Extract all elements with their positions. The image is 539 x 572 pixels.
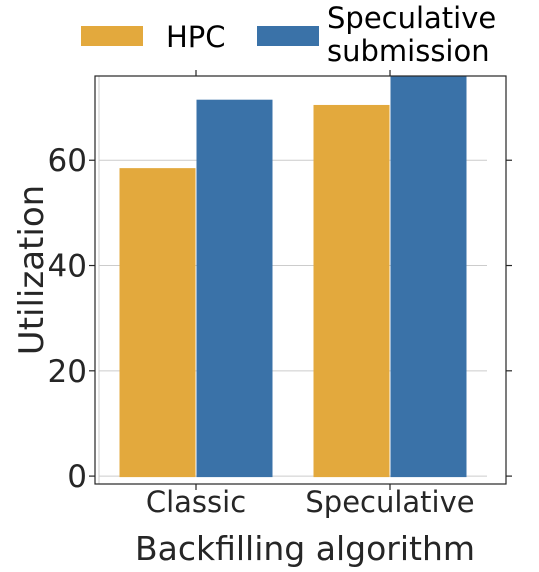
y-tick-label: 20 xyxy=(48,354,87,390)
x-tick-label: Classic xyxy=(146,485,246,519)
y-axis-label: Utilization xyxy=(12,185,52,355)
y-tick-label: 60 xyxy=(48,143,87,179)
legend-label: Speculative xyxy=(327,1,496,35)
x-axis-label: Backfilling algorithm xyxy=(135,529,475,568)
bars xyxy=(119,76,467,478)
legend-label: submission xyxy=(327,34,490,68)
y-tick-label: 40 xyxy=(48,249,87,285)
y-tick-label: 0 xyxy=(67,459,87,495)
legend-swatch xyxy=(81,26,143,46)
bar-hpc-speculative xyxy=(313,104,390,478)
plot-frame xyxy=(94,75,507,485)
axis-ticks: 0 20 40 60 Classic Speculative xyxy=(48,70,512,519)
bar-speculative-submission-classic xyxy=(196,99,273,478)
x-tick-label: Speculative xyxy=(305,485,474,519)
bar-speculative-submission-speculative xyxy=(390,76,467,478)
legend-swatch xyxy=(257,26,319,46)
bar-hpc-classic xyxy=(119,168,196,478)
axes-box xyxy=(94,75,507,485)
legend-label: HPC xyxy=(166,20,226,54)
